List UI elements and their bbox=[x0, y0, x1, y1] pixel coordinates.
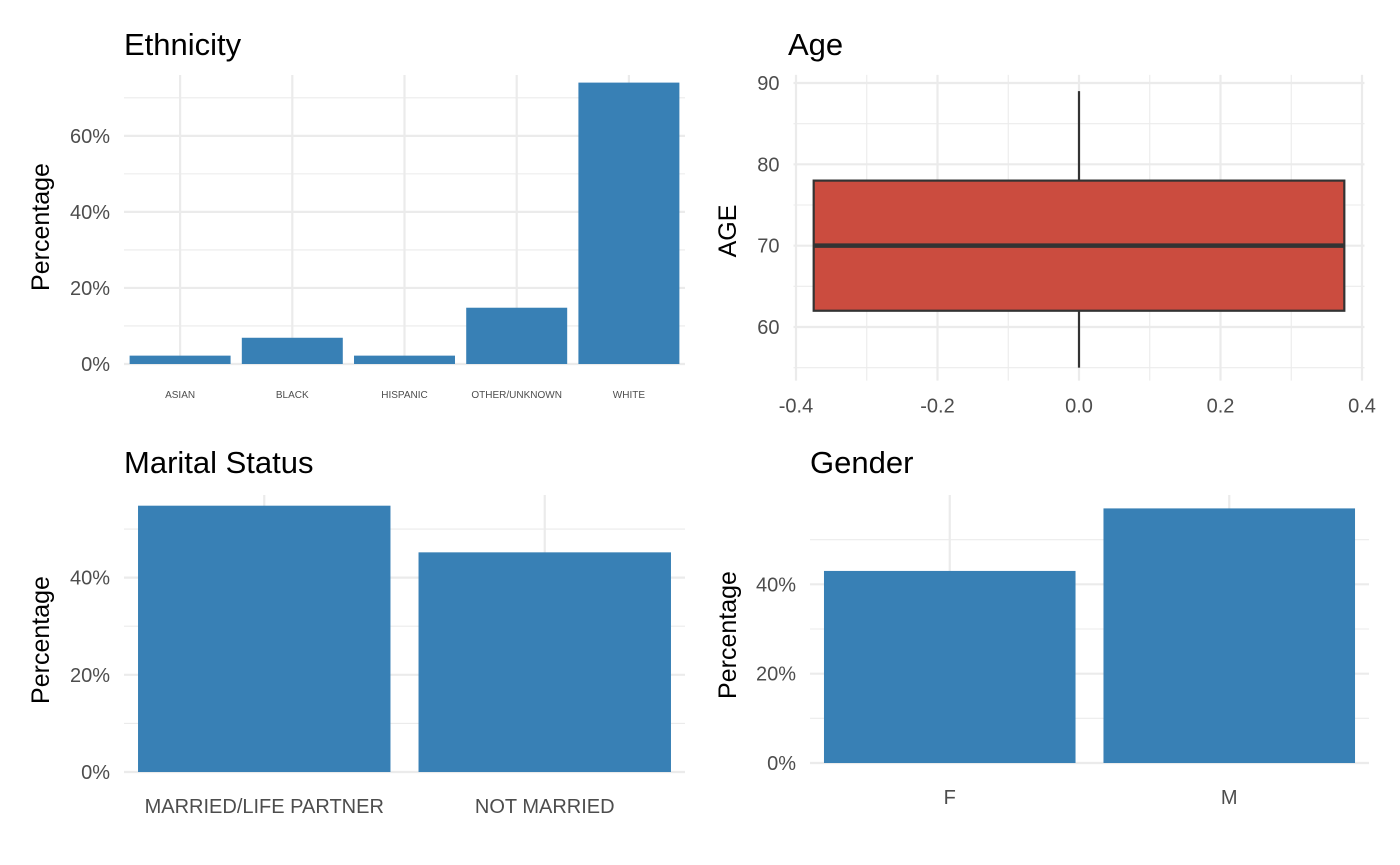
age-x-tick-label: 0.0 bbox=[1065, 396, 1093, 418]
marital-y-tick-label: 40% bbox=[70, 568, 110, 590]
age-x-tick-label: -0.2 bbox=[920, 396, 954, 418]
gender-bar-m bbox=[1103, 508, 1356, 763]
age-y-tick-label: 80 bbox=[757, 154, 779, 176]
gender-x-tick-label: M bbox=[1221, 787, 1238, 809]
ethnicity-y-tick-label: 0% bbox=[81, 354, 110, 376]
gender-y-tick-label: 0% bbox=[767, 753, 796, 775]
age-x-tick-label: 0.4 bbox=[1348, 396, 1376, 418]
ethnicity-x-tick-label: ASIAN bbox=[165, 390, 195, 401]
age-x-tick-label: 0.2 bbox=[1207, 396, 1235, 418]
ethnicity-title: Ethnicity bbox=[124, 27, 242, 62]
marital-y-tick-label: 20% bbox=[70, 665, 110, 687]
gender-y-tick-label: 20% bbox=[756, 664, 796, 686]
ethnicity-bar-black bbox=[241, 337, 343, 364]
ethnicity-y-tick-label: 60% bbox=[70, 126, 110, 148]
marital-bar-married-life-partner bbox=[138, 505, 391, 772]
ethnicity-bar-other-unknown bbox=[466, 307, 568, 364]
age-x-tick-label: -0.4 bbox=[779, 396, 813, 418]
ethnicity-x-tick-label: WHITE bbox=[613, 390, 646, 401]
ethnicity-y-tick-label: 20% bbox=[70, 278, 110, 300]
age-y-tick-label: 70 bbox=[757, 236, 779, 258]
gender-title: Gender bbox=[810, 445, 913, 480]
age-y-tick-label: 60 bbox=[757, 317, 779, 339]
marital-y-tick-label: 0% bbox=[81, 762, 110, 784]
gender-panel: 0% 20% 40% F M Gender Percentage bbox=[714, 445, 1369, 809]
age-y-axis-label: AGE bbox=[714, 205, 742, 258]
marital-x-tick-label: NOT MARRIED bbox=[475, 796, 615, 818]
gender-y-axis-label: Percentage bbox=[714, 571, 742, 699]
marital-status-title: Marital Status bbox=[124, 445, 314, 480]
ethnicity-x-tick-label: BLACK bbox=[276, 390, 309, 401]
gender-x-tick-label: F bbox=[944, 787, 956, 809]
ethnicity-bar-white bbox=[578, 82, 680, 365]
ethnicity-x-tick-label: HISPANIC bbox=[381, 390, 428, 401]
gender-y-tick-label: 40% bbox=[756, 574, 796, 596]
age-y-tick-label: 90 bbox=[757, 73, 779, 95]
marital-status-panel: 0% 20% 40% MARRIED/LIFE PARTNER NOT MARRIED M… bbox=[27, 445, 685, 818]
marital-status-y-axis-label: Percentage bbox=[27, 576, 55, 704]
ethnicity-panel: 0% 20% 40% 60% ASIAN BLACK HISPANIC OTHER/UNKNO… bbox=[27, 27, 685, 401]
ethnicity-x-tick-label: OTHER/UNKNOWN bbox=[471, 390, 562, 401]
ethnicity-y-tick-label: 40% bbox=[70, 202, 110, 224]
age-title: Age bbox=[788, 27, 843, 62]
age-panel: 60 70 80 90 -0.4 -0.2 0.0 0.2 0.4 Age AGE bbox=[714, 27, 1376, 418]
ethnicity-bar-asian bbox=[129, 355, 231, 364]
ethnicity-y-axis-label: Percentage bbox=[27, 163, 55, 291]
gender-bar-f bbox=[823, 570, 1076, 763]
marital-x-tick-label: MARRIED/LIFE PARTNER bbox=[145, 796, 384, 818]
ethnicity-bar-hispanic bbox=[354, 355, 455, 364]
marital-bar-not-married bbox=[418, 552, 671, 772]
